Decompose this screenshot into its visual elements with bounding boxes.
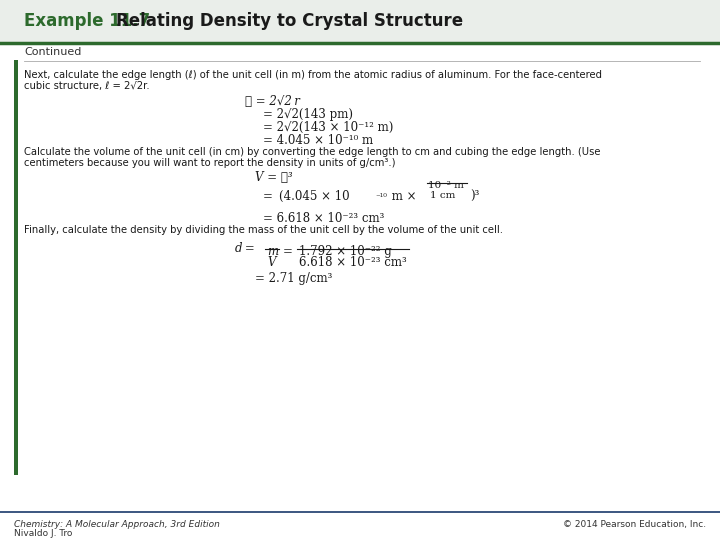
Text: 1 cm: 1 cm xyxy=(430,191,455,200)
Text: ℓ = 2√2 r: ℓ = 2√2 r xyxy=(245,95,300,108)
Text: =  (4.045 × 10: = (4.045 × 10 xyxy=(263,190,350,203)
Text: 10⁻² m: 10⁻² m xyxy=(428,181,464,190)
Text: d =: d = xyxy=(235,242,255,255)
Text: Nivaldo J. Tro: Nivaldo J. Tro xyxy=(14,529,73,538)
Text: m ×: m × xyxy=(388,190,416,203)
Text: = 2.71 g/cm³: = 2.71 g/cm³ xyxy=(255,272,333,285)
Text: © 2014 Pearson Education, Inc.: © 2014 Pearson Education, Inc. xyxy=(563,520,706,529)
Text: cubic structure, ℓ = 2√2r.: cubic structure, ℓ = 2√2r. xyxy=(24,81,150,91)
Text: 6.618 × 10⁻²³ cm³: 6.618 × 10⁻²³ cm³ xyxy=(299,256,407,269)
Text: m: m xyxy=(267,245,278,258)
Text: centimeters because you will want to report the density in units of g/cm³.): centimeters because you will want to rep… xyxy=(24,158,395,168)
Text: Chemistry: A Molecular Approach, 3rd Edition: Chemistry: A Molecular Approach, 3rd Edi… xyxy=(14,520,220,529)
Text: =: = xyxy=(283,245,293,258)
Bar xyxy=(14,60,18,475)
Text: Finally, calculate the density by dividing the mass of the unit cell by the volu: Finally, calculate the density by dividi… xyxy=(24,225,503,235)
Text: = 2√2(143 × 10⁻¹² m): = 2√2(143 × 10⁻¹² m) xyxy=(263,121,393,134)
Text: Continued: Continued xyxy=(24,47,81,57)
Text: ⁻¹⁰: ⁻¹⁰ xyxy=(375,193,387,202)
Text: Example 11.7: Example 11.7 xyxy=(24,12,150,30)
Text: V = ℓ³: V = ℓ³ xyxy=(255,171,292,184)
Text: = 6.618 × 10⁻²³ cm³: = 6.618 × 10⁻²³ cm³ xyxy=(263,212,384,225)
Text: Calculate the volume of the unit cell (in cm) by converting the edge length to c: Calculate the volume of the unit cell (i… xyxy=(24,147,600,157)
Text: )³: )³ xyxy=(470,190,480,203)
Bar xyxy=(0,0,720,43)
Text: = 4.045 × 10⁻¹⁰ m: = 4.045 × 10⁻¹⁰ m xyxy=(263,134,373,147)
Text: V: V xyxy=(267,256,276,269)
Text: Next, calculate the edge length (ℓ) of the unit cell (in m) from the atomic radi: Next, calculate the edge length (ℓ) of t… xyxy=(24,70,602,80)
Text: Relating Density to Crystal Structure: Relating Density to Crystal Structure xyxy=(116,12,463,30)
Text: 1.792 × 10⁻²² g: 1.792 × 10⁻²² g xyxy=(299,245,392,258)
Text: = 2√2(143 pm): = 2√2(143 pm) xyxy=(263,108,353,121)
